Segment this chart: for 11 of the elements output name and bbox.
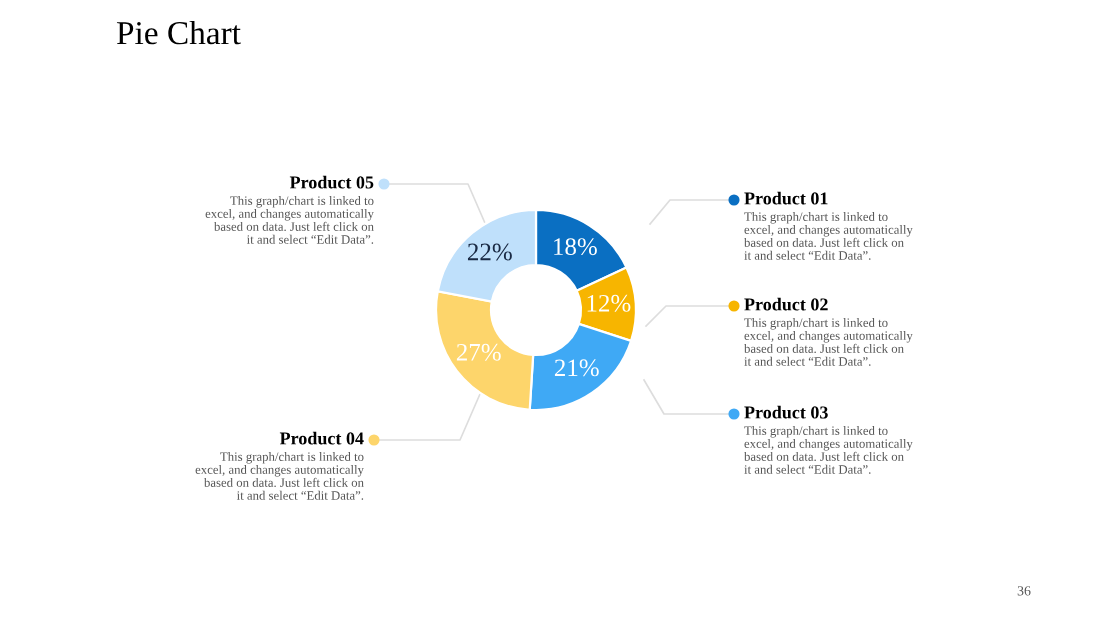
data-label: 12% bbox=[587, 294, 631, 312]
legend-label: Product 03 bbox=[744, 405, 828, 419]
data-label: 21% bbox=[554, 359, 599, 377]
data-label: 22% bbox=[467, 243, 512, 261]
slice-label: Product 04 bbox=[279, 431, 364, 445]
data-label: 27% bbox=[456, 343, 501, 361]
data-label: 18% bbox=[554, 238, 597, 256]
chart-title: Pie Chart bbox=[116, 20, 241, 45]
slice-label: Product 05 bbox=[289, 175, 374, 189]
legend-label: Product 02 bbox=[744, 297, 828, 311]
legend-label: Product 01 bbox=[744, 191, 828, 205]
